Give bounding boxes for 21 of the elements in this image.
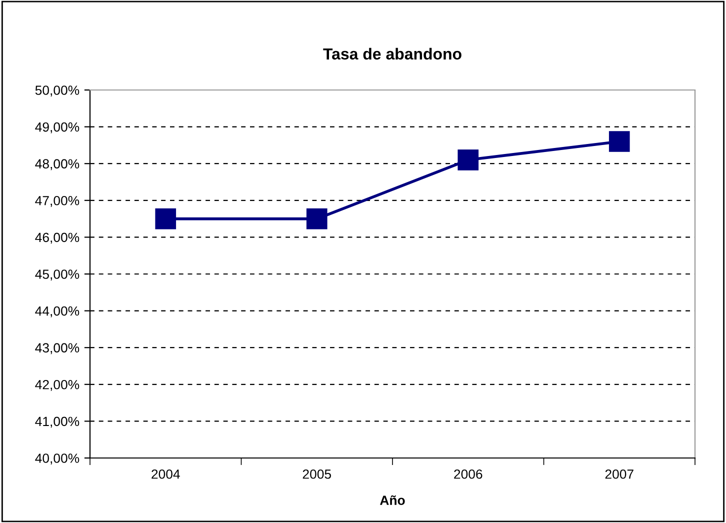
chart-title: Tasa de abandono	[323, 48, 462, 60]
y-tick-label: 40,00%	[35, 454, 80, 464]
point	[306, 208, 328, 230]
point	[155, 208, 176, 230]
x-tick-label: 2006	[454, 469, 482, 479]
y-tick-label: 44,00%	[35, 306, 80, 318]
y-tick-label: 46,00%	[35, 232, 80, 244]
point	[608, 131, 630, 152]
y-tick-label: 49,00%	[35, 122, 80, 134]
y-tick-label: 48,00%	[35, 159, 80, 170]
y-tick-label: 43,00%	[35, 343, 80, 354]
y-tick-label: 47,00%	[35, 196, 80, 207]
x-tick-label: 2005	[302, 469, 331, 479]
x-axis-title: Año	[380, 495, 405, 505]
point	[458, 150, 479, 170]
x-tick-label: 2004	[152, 469, 180, 479]
y-tick-label: 45,00%	[35, 270, 80, 280]
y-tick-label: 42,00%	[35, 380, 80, 391]
x-tick-label: 2007	[605, 469, 634, 479]
y-tick-label: 41,00%	[35, 416, 80, 428]
y-tick-label: 50,00%	[35, 86, 80, 96]
